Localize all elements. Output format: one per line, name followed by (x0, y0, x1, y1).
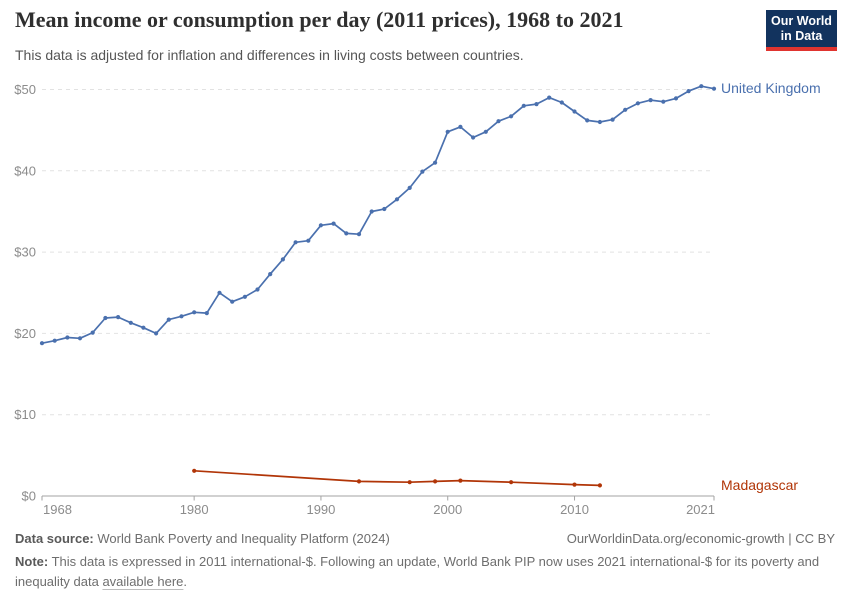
data-point[interactable] (407, 185, 412, 190)
data-point[interactable] (318, 223, 323, 228)
data-point[interactable] (547, 95, 552, 100)
data-point[interactable] (293, 240, 298, 245)
data-point[interactable] (255, 287, 260, 292)
series-line-united-kingdom[interactable] (41, 85, 715, 345)
data-point[interactable] (471, 135, 476, 140)
data-point[interactable] (572, 109, 577, 114)
data-point[interactable] (635, 101, 641, 106)
data-point[interactable] (686, 89, 691, 94)
data-point[interactable] (496, 119, 501, 124)
data-point[interactable] (458, 124, 463, 129)
owid-logo[interactable]: Our World in Data (766, 10, 837, 51)
data-point[interactable] (559, 100, 564, 105)
x-axis-tick-label: 2021 (686, 502, 715, 517)
x-axis-tick-label: 2010 (560, 502, 589, 517)
data-point[interactable] (103, 315, 108, 321)
x-axis-tick-label: 1990 (306, 502, 335, 517)
data-point[interactable] (394, 197, 400, 202)
x-axis-tick-label: 1968 (43, 502, 72, 517)
data-point[interactable] (280, 257, 285, 262)
footnote: Note: This data is expressed in 2011 int… (15, 552, 835, 592)
data-point[interactable] (179, 314, 184, 319)
data-point[interactable] (141, 325, 146, 330)
x-axis-tick-label: 1980 (180, 502, 209, 517)
note-label: Note: (15, 554, 49, 569)
data-point[interactable] (230, 299, 235, 304)
attribution-link[interactable]: OurWorldinData.org/economic-growth | CC … (566, 531, 835, 546)
data-point[interactable] (699, 84, 704, 89)
data-point[interactable] (534, 102, 539, 107)
chart-footer: Data source: World Bank Poverty and Ineq… (15, 531, 835, 592)
data-point[interactable] (623, 107, 628, 112)
data-point[interactable] (192, 310, 197, 315)
data-point[interactable] (306, 238, 311, 243)
y-axis-tick-label: $10 (14, 407, 36, 422)
data-point[interactable] (509, 114, 514, 119)
data-point[interactable] (661, 99, 666, 104)
data-point[interactable] (597, 119, 603, 125)
chart-subtitle: This data is adjusted for inflation and … (15, 47, 524, 63)
y-axis-tick-label: $20 (14, 326, 36, 341)
data-point[interactable] (192, 468, 197, 473)
data-point[interactable] (217, 290, 222, 295)
y-axis-tick-label: $50 (14, 82, 36, 97)
data-point[interactable] (65, 335, 70, 340)
data-point[interactable] (369, 209, 374, 214)
data-point[interactable] (166, 317, 171, 322)
data-point[interactable] (52, 338, 57, 343)
series-label-madagascar[interactable]: Madagascar (721, 477, 798, 493)
data-point[interactable] (39, 341, 45, 346)
data-point[interactable] (711, 86, 717, 91)
data-point[interactable] (344, 231, 349, 236)
data-point[interactable] (77, 336, 83, 341)
data-point[interactable] (356, 479, 362, 484)
data-point[interactable] (331, 221, 336, 226)
data-source: Data source: World Bank Poverty and Ineq… (15, 531, 390, 546)
data-point[interactable] (154, 331, 159, 336)
data-point[interactable] (458, 478, 463, 483)
data-point[interactable] (420, 169, 425, 174)
data-point[interactable] (356, 232, 362, 237)
data-point[interactable] (204, 311, 209, 316)
data-point[interactable] (382, 206, 387, 212)
x-axis-tick-label: 2000 (433, 502, 462, 517)
data-source-value: World Bank Poverty and Inequality Platfo… (93, 531, 390, 546)
y-axis-tick-label: $40 (14, 163, 36, 178)
series-markers-united-kingdom[interactable] (39, 84, 717, 346)
data-point[interactable] (116, 315, 121, 320)
data-point[interactable] (268, 272, 273, 277)
note-text: This data is expressed in 2011 internati… (15, 554, 820, 590)
data-point[interactable] (242, 294, 247, 299)
data-point[interactable] (90, 330, 95, 335)
y-axis-tick-label: $0 (22, 489, 36, 504)
data-source-label: Data source: (15, 531, 94, 546)
data-point[interactable] (483, 129, 488, 134)
data-point[interactable] (585, 118, 590, 123)
data-point[interactable] (597, 483, 603, 488)
series-markers-madagascar[interactable] (192, 468, 603, 488)
data-point[interactable] (128, 320, 133, 325)
available-here-link[interactable]: available here (102, 574, 184, 590)
data-point[interactable] (509, 480, 514, 485)
line-chart: $0 $10 $20 $30 $40 $50 1968 1980 1990 2000 2010 202… (14, 80, 821, 517)
data-point[interactable] (433, 160, 438, 165)
page-title: Mean income or consumption per day (2011… (15, 7, 624, 32)
owid-logo-line1: Our World (771, 14, 832, 28)
data-point[interactable] (572, 482, 577, 487)
y-axis-tick-label: $30 (14, 245, 36, 260)
data-point[interactable] (521, 103, 526, 108)
data-point[interactable] (445, 129, 450, 134)
series-line-madagascar[interactable] (193, 469, 601, 487)
data-point[interactable] (673, 96, 679, 101)
series-label-united-kingdom[interactable]: United Kingdom (721, 80, 821, 96)
owid-logo-line2: in Data (780, 29, 823, 43)
data-point[interactable] (610, 117, 615, 122)
note-period: . (183, 574, 188, 590)
data-point[interactable] (648, 98, 653, 103)
data-point[interactable] (407, 480, 412, 485)
data-point[interactable] (433, 479, 438, 484)
